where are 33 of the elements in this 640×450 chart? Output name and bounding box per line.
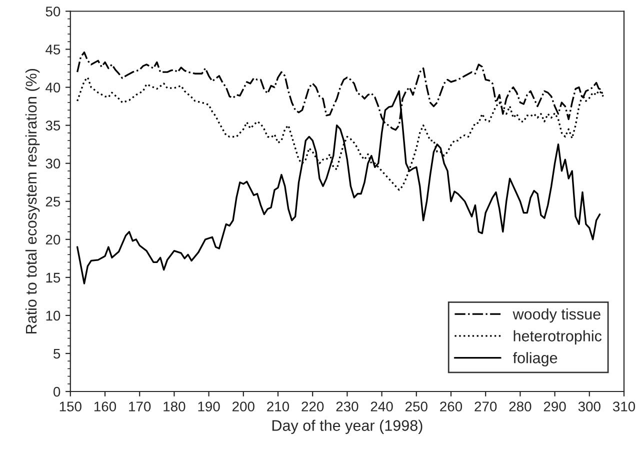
x-tick-label: 170 <box>129 402 151 412</box>
y-tick-label: 5 <box>54 348 60 359</box>
y-tick-label: 20 <box>46 234 60 245</box>
x-tick-label: 160 <box>94 402 116 412</box>
y-tick-label: 45 <box>46 44 60 54</box>
legend-label: heterotrophic <box>514 330 602 344</box>
legend-label: foliage <box>512 352 558 366</box>
x-tick-label: 180 <box>164 402 186 412</box>
x-tick-label: 310 <box>612 402 636 412</box>
y-tick-label: 30 <box>46 158 60 169</box>
y-tick-label: 50 <box>46 6 60 16</box>
x-tick-label: 220 <box>302 402 324 412</box>
y-tick-label: 0 <box>53 386 60 397</box>
y-axis-title: Ratio to total ecosystem respiration (%) <box>25 69 40 334</box>
x-tick-label: 270 <box>474 402 497 412</box>
legend-label: woody tissue <box>512 308 600 323</box>
x-tick-label: 250 <box>406 402 428 412</box>
x-tick-label: 280 <box>509 402 532 412</box>
x-tick-label: 150 <box>60 402 82 412</box>
y-tick-label: 15 <box>46 272 60 283</box>
y-tick-label: 10 <box>46 310 60 321</box>
x-tick-label: 260 <box>440 402 462 412</box>
x-tick-label: 190 <box>198 402 220 412</box>
y-tick-label: 25 <box>46 196 60 207</box>
x-tick-label: 300 <box>578 402 600 412</box>
y-tick-label: 35 <box>46 120 60 130</box>
x-tick-label: 210 <box>267 402 290 412</box>
y-tick-label: 40 <box>46 82 60 92</box>
x-axis-title: Day of the year (1998) <box>272 420 422 434</box>
x-tick-label: 290 <box>544 402 566 412</box>
x-tick-label: 230 <box>336 402 358 412</box>
x-tick-label: 200 <box>232 402 254 412</box>
x-tick-label: 240 <box>370 402 393 412</box>
